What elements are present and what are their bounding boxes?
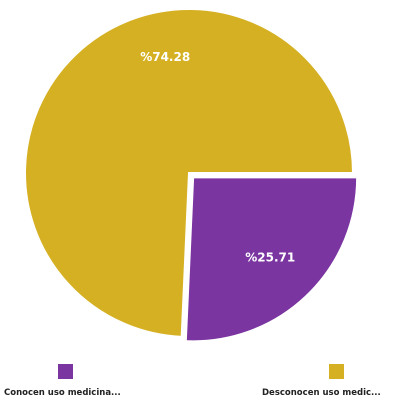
legend-swatch-desconocen: [329, 364, 344, 379]
slice-label-1: %74.28: [140, 50, 190, 64]
pie-slice-0[interactable]: [184, 176, 359, 343]
pie-slice-1[interactable]: [24, 8, 355, 338]
pie-slices: [24, 8, 359, 343]
legend-label-conocen: Conocen uso medicina...: [4, 388, 121, 398]
slice-labels: %25.71 %74.28: [140, 50, 295, 265]
slice-label-0: %25.71: [245, 250, 295, 264]
legend-swatch-conocen: [58, 364, 73, 379]
legend-label-desconocen: Desconocen uso medic...: [262, 388, 381, 398]
